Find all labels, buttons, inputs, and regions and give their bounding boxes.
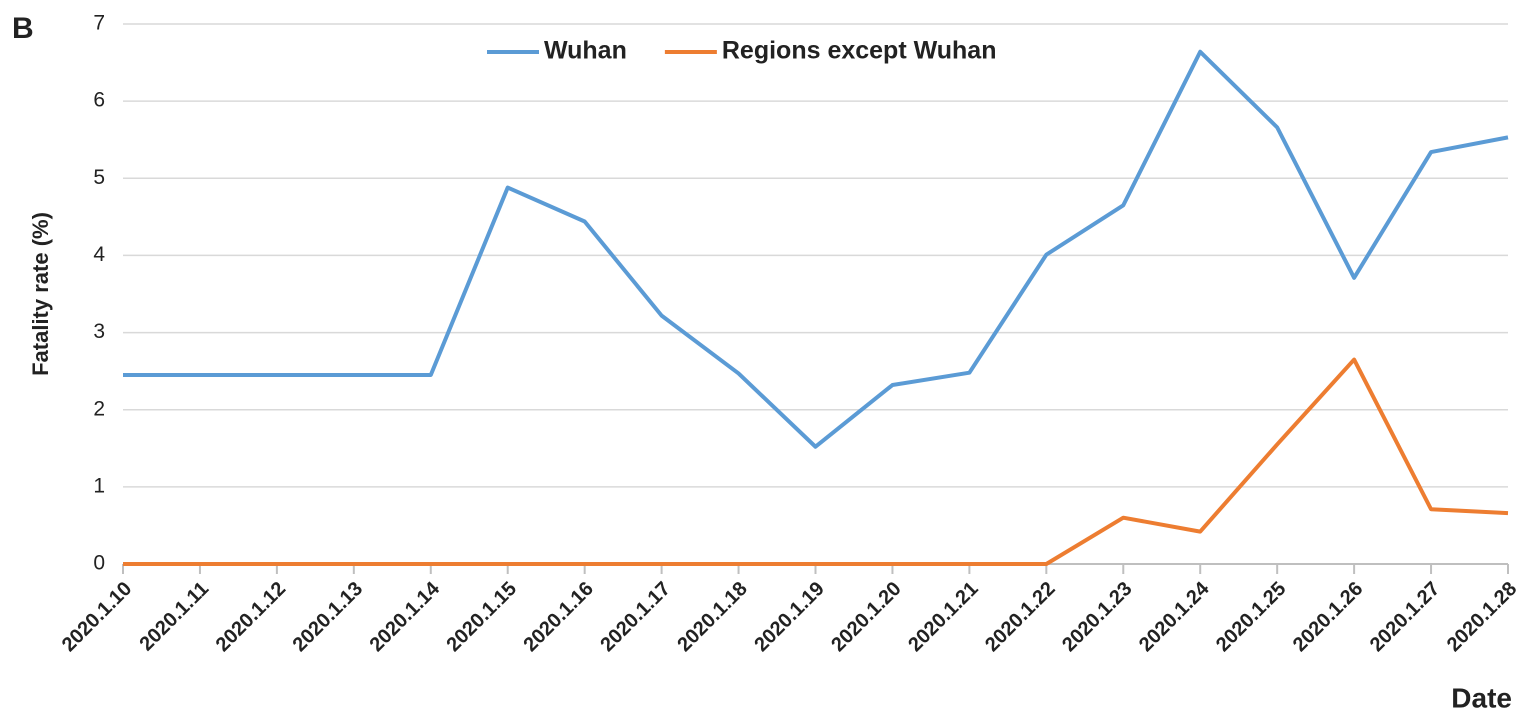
legend-label: Regions except Wuhan: [722, 37, 997, 65]
x-tick-label: 2020.1.26: [1289, 578, 1367, 656]
x-tick-label: 2020.1.21: [904, 578, 982, 656]
y-tick-label: 6: [93, 89, 105, 112]
x-tick-label: 2020.1.15: [443, 578, 521, 656]
x-tick-label: 2020.1.14: [366, 577, 445, 656]
x-tick-label: 2020.1.16: [519, 578, 597, 656]
y-tick-label: 1: [93, 474, 105, 497]
x-tick-label: 2020.1.28: [1443, 578, 1521, 656]
x-tick-label: 2020.1.12: [212, 578, 290, 656]
y-tick-label: 7: [93, 12, 105, 35]
x-tick-label: 2020.1.22: [981, 578, 1059, 656]
x-tick-label: 2020.1.25: [1212, 578, 1290, 656]
y-tick-label: 0: [93, 552, 105, 575]
x-tick-label: 2020.1.20: [827, 578, 905, 656]
y-tick-label: 5: [93, 166, 105, 189]
panel-label: B: [12, 12, 34, 45]
y-tick-label: 2: [93, 397, 105, 420]
x-tick-label: 2020.1.13: [289, 578, 367, 656]
x-tick-label: 2020.1.19: [750, 578, 828, 656]
x-tick-label: 2020.1.24: [1135, 577, 1214, 656]
y-axis-label: Fatality rate (%): [28, 212, 53, 376]
x-tick-label: 2020.1.17: [596, 578, 674, 656]
x-tick-label: 2020.1.11: [136, 578, 214, 656]
series-line: [123, 357, 1509, 566]
x-tick-label: 2020.1.23: [1058, 578, 1136, 656]
y-tick-label: 3: [93, 320, 105, 343]
x-tick-label: 2020.1.27: [1366, 578, 1444, 656]
legend-label: Wuhan: [544, 37, 627, 65]
x-tick-label: 2020.1.18: [673, 578, 751, 656]
x-axis-label: Date: [1451, 682, 1512, 713]
x-tick-label: 2020.1.10: [58, 578, 136, 656]
y-tick-label: 4: [93, 243, 105, 266]
series-line: [123, 49, 1509, 449]
